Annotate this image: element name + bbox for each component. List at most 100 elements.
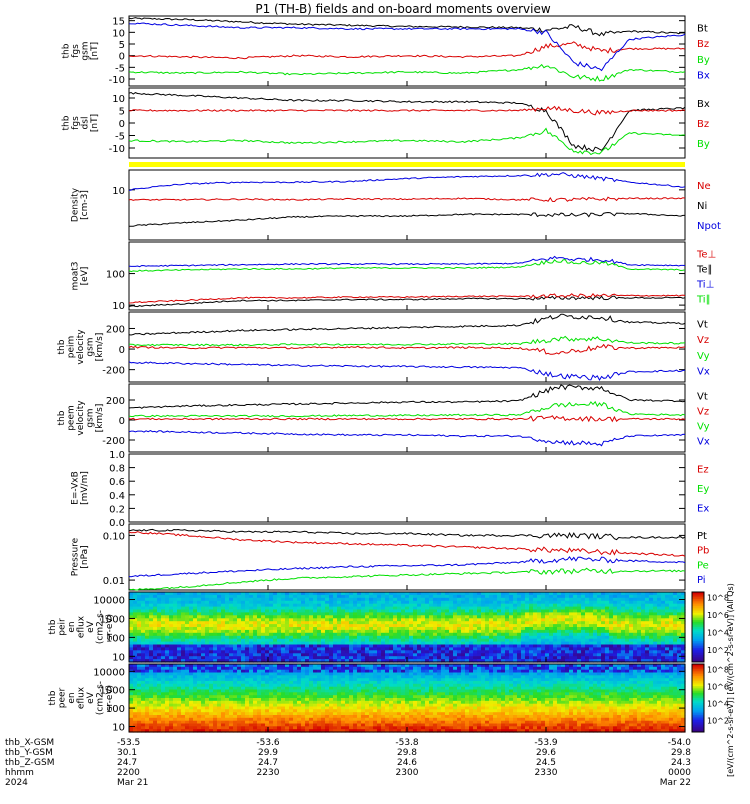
spectrogram-cell <box>185 718 190 721</box>
spectrogram-cell <box>241 650 246 654</box>
spectrogram-cell <box>577 650 582 654</box>
spectrogram-cell <box>521 615 526 619</box>
spectrogram-cell <box>189 709 194 712</box>
spectrogram-cell <box>345 692 350 695</box>
spectrogram-cell <box>589 650 594 654</box>
spectrogram-cell <box>185 650 190 654</box>
spectrogram-cell <box>329 718 334 721</box>
spectrogram-cell <box>261 726 266 729</box>
spectrogram-cell <box>345 633 350 637</box>
y-tick-label: 0.0 <box>109 518 125 529</box>
spectrogram-cell <box>189 598 194 602</box>
spectrogram-cell <box>621 633 626 637</box>
spectrogram-cell <box>377 598 382 602</box>
y-tick-label: 10000 <box>93 596 125 607</box>
spectrogram-cell <box>429 633 434 637</box>
spectrogram-cell <box>225 692 230 695</box>
spectrogram-cell <box>285 615 290 619</box>
y-axis-label: en <box>67 621 77 632</box>
spectrogram-cell <box>293 598 298 602</box>
spectrogram-cell <box>565 615 570 619</box>
spectrogram-cell <box>453 633 458 637</box>
spectrogram-cell <box>369 598 374 602</box>
series-temperature-Te⊥ <box>129 294 685 303</box>
spectrogram-cell <box>137 726 142 729</box>
y-axis-label: sr-eV) <box>105 614 115 640</box>
spectrogram-cell <box>141 675 146 678</box>
spectrogram-cell <box>349 598 354 602</box>
spectrogram-cell <box>169 667 174 670</box>
spectrogram-cell <box>221 615 226 619</box>
spectrogram-cell <box>201 726 206 729</box>
spectrogram-cell <box>357 684 362 687</box>
spectrogram-cell <box>365 598 370 602</box>
spectrogram-cell <box>137 615 142 619</box>
spectrogram-cell <box>257 650 262 654</box>
spectrogram-cell <box>313 692 318 695</box>
spectrogram-cell <box>257 701 262 704</box>
spectrogram-cell <box>145 675 150 678</box>
spectrogram-cell <box>221 684 226 687</box>
spectrogram-cell <box>625 598 630 602</box>
spectrogram-cell <box>361 675 366 678</box>
spectrogram-cell <box>193 701 198 704</box>
spectrogram-cell <box>177 684 182 687</box>
spectrogram-cell <box>233 692 238 695</box>
spectrogram-cell <box>249 692 254 695</box>
spectrogram-cell <box>357 598 362 602</box>
spectrogram-cell <box>349 684 354 687</box>
spectrogram-cell <box>273 633 278 637</box>
spectrogram-cell <box>369 650 374 654</box>
spectrogram-cell <box>357 650 362 654</box>
spectrogram-cell <box>245 675 250 678</box>
spectrogram-cell <box>181 667 186 670</box>
spectrogram-cell <box>629 598 634 602</box>
spectrogram-cell <box>157 667 162 670</box>
spectrogram-cell <box>645 650 650 654</box>
spectrogram-cell <box>225 718 230 721</box>
spectrogram-cell <box>605 598 610 602</box>
spectrogram-cell <box>317 701 322 704</box>
spectrogram-cell <box>309 667 314 670</box>
spectrogram-cell <box>237 701 242 704</box>
spectrogram-cell <box>465 650 470 654</box>
spectrogram-cell <box>313 718 318 721</box>
spectrogram-cell <box>265 701 270 704</box>
spectrogram-cell <box>441 633 446 637</box>
spectrogram-cell <box>505 598 510 602</box>
spectrogram-cell <box>241 701 246 704</box>
spectrogram-cell <box>261 675 266 678</box>
spectrogram-cell <box>313 598 318 602</box>
spectrogram-cell <box>273 692 278 695</box>
y-axis-label: moat3 <box>71 261 81 290</box>
spectrogram-cell <box>253 633 258 637</box>
spectrogram-cell <box>537 650 542 654</box>
panel-density <box>129 170 685 240</box>
spectrogram-cell <box>221 701 226 704</box>
spectrogram-cell <box>341 684 346 687</box>
spectrogram-cell <box>237 718 242 721</box>
spectrogram-cell <box>265 667 270 670</box>
spectrogram-cell <box>297 684 302 687</box>
spectrogram-cell <box>341 615 346 619</box>
y-tick-label: -5 <box>115 132 125 143</box>
spectrogram-cell <box>225 701 230 704</box>
spectrogram-cell <box>437 615 442 619</box>
spectrogram-cell <box>189 701 194 704</box>
spectrogram-cell <box>277 667 282 670</box>
spectrogram-cell <box>153 709 158 712</box>
spectrogram-cell <box>525 633 530 637</box>
spectrogram-cell <box>201 633 206 637</box>
spectrogram-cell <box>433 598 438 602</box>
spectrogram-cell <box>337 675 342 678</box>
spectrogram-cell <box>301 667 306 670</box>
spectrogram-cell <box>253 701 258 704</box>
spectrogram-cell <box>209 684 214 687</box>
spectrogram-cell <box>257 692 262 695</box>
spectrogram-cell <box>325 667 330 670</box>
spectrogram-cell <box>301 692 306 695</box>
spectrogram-cell <box>533 633 538 637</box>
y-tick-label: 0.6 <box>109 477 125 488</box>
series-fgs-gsm-Bz <box>129 42 685 59</box>
spectrogram-cell <box>381 633 386 637</box>
